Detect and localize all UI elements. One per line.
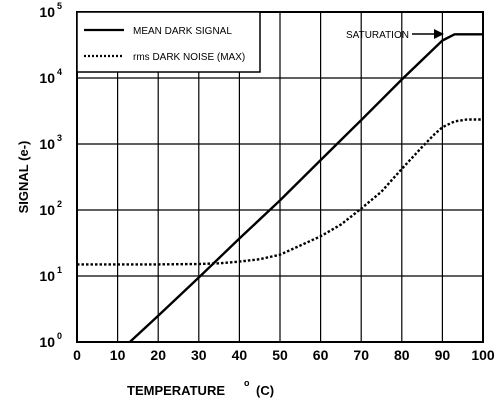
x-tick-label-6: 60 xyxy=(313,347,329,363)
x-tick-label-9: 90 xyxy=(435,347,451,363)
x-tick-label-1: 10 xyxy=(110,347,126,363)
y-tick-exponent-3: 3 xyxy=(57,133,62,143)
x-tick-label-0: 0 xyxy=(73,347,81,363)
y-tick-label-0: 10 xyxy=(39,334,55,350)
legend: MEAN DARK SIGNAL rms DARK NOISE (MAX) xyxy=(76,11,261,73)
x-axis-title-unit: (C) xyxy=(256,383,274,398)
y-tick-label-2: 10 xyxy=(39,202,55,218)
plot-frame xyxy=(76,11,484,343)
x-tick-label-8: 80 xyxy=(394,347,410,363)
y-axis-title: SIGNAL (e-) xyxy=(16,141,31,214)
x-axis-title-text: TEMPERATURE xyxy=(127,383,225,398)
y-tick-label-5: 10 xyxy=(39,4,55,20)
y-tick-exponent-4: 4 xyxy=(57,67,62,77)
x-tick-label-7: 70 xyxy=(353,347,369,363)
x-tick-labels: 0 10 20 30 40 50 60 70 80 90 100 xyxy=(73,347,495,363)
y-tick-label-1: 10 xyxy=(39,268,55,284)
series-line-1 xyxy=(77,118,483,266)
saturation-label: SATURATION xyxy=(346,30,409,41)
y-tick-label-4: 10 xyxy=(39,70,55,86)
x-axis-title-degree: o xyxy=(244,378,250,388)
x-axis-title: TEMPERATURE o (C) xyxy=(127,378,274,398)
y-tick-exponent-0: 0 xyxy=(57,331,62,341)
x-tick-label-2: 20 xyxy=(150,347,166,363)
series-line-0 xyxy=(128,33,483,343)
x-tick-label-5: 50 xyxy=(272,347,288,363)
legend-label-rms-dark-noise: rms DARK NOISE (MAX) xyxy=(133,52,245,63)
x-tick-label-10: 100 xyxy=(471,347,495,363)
saturation-arrowhead xyxy=(434,29,444,39)
y-tick-exponent-5: 5 xyxy=(57,1,62,11)
x-tick-label-3: 30 xyxy=(191,347,207,363)
y-tick-label-3: 10 xyxy=(39,136,55,152)
x-tick-label-4: 40 xyxy=(232,347,248,363)
saturation-annotation: SATURATION xyxy=(346,29,444,41)
legend-label-mean-dark-signal: MEAN DARK SIGNAL xyxy=(133,26,232,37)
y-tick-exponent-1: 1 xyxy=(57,265,62,275)
series-layer xyxy=(77,33,483,343)
y-tick-exponent-2: 2 xyxy=(57,199,62,209)
legend-box xyxy=(76,11,261,73)
